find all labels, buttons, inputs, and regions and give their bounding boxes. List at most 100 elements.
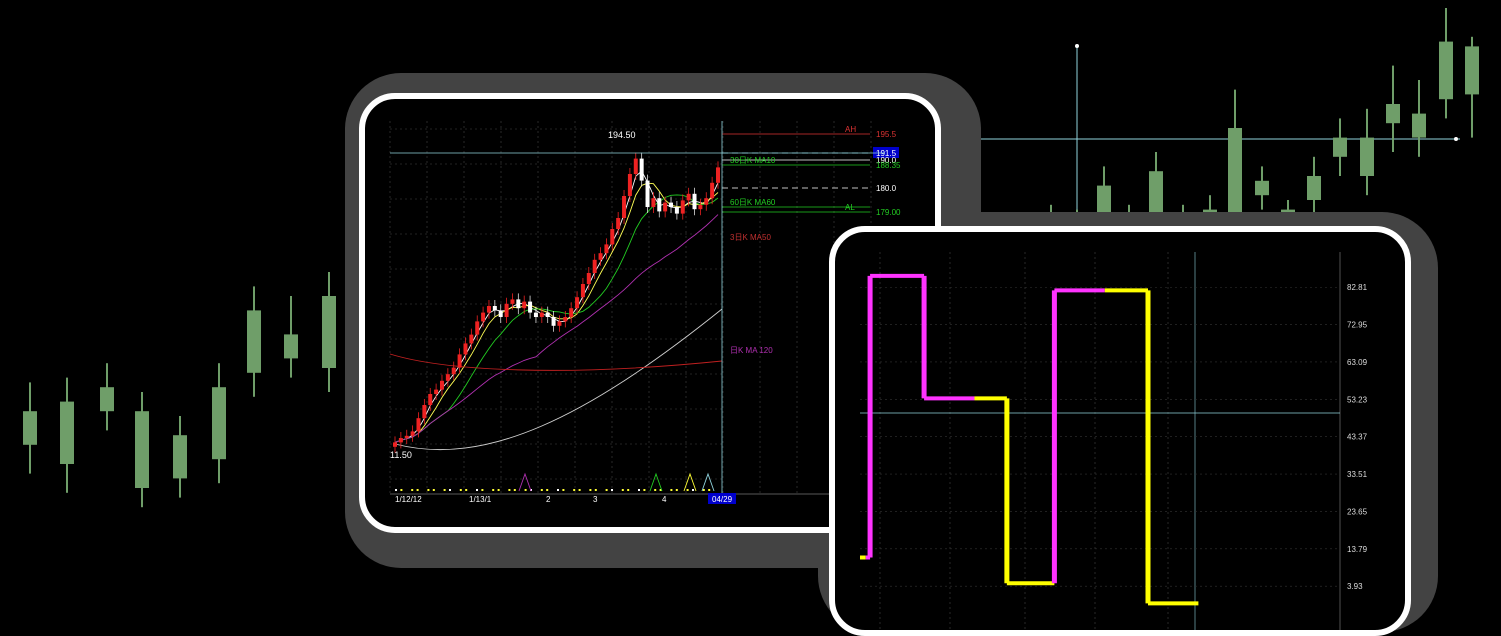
volume-dot <box>627 489 630 491</box>
price-candle-body <box>457 354 462 368</box>
ma-red-line <box>389 353 723 371</box>
price-candle-body <box>598 253 603 260</box>
price-candle-body <box>398 438 403 443</box>
price-level-value: 188.35 <box>876 161 901 170</box>
price-candle-body <box>445 374 450 381</box>
volume-dot <box>605 489 608 491</box>
price-candle-body <box>586 273 591 284</box>
volume-dot <box>578 489 581 491</box>
volume-spike <box>649 472 663 492</box>
volume-dot <box>708 489 711 491</box>
bg-candle-body <box>1386 104 1400 124</box>
bg-candle-body <box>1255 180 1269 196</box>
bg-candle-body <box>173 435 187 479</box>
price-candle-body <box>469 334 474 344</box>
ma-label-120: 日K MA 120 <box>730 346 773 355</box>
price-candle-body <box>674 207 679 214</box>
volume-dot <box>443 489 446 491</box>
price-x-tick-label: 4 <box>662 495 667 504</box>
price-candle-body <box>563 317 568 322</box>
volume-dot <box>540 489 543 491</box>
price-candle-body <box>651 198 656 207</box>
price-level-value: 190.0 <box>876 156 897 165</box>
price-candle-body <box>551 317 556 326</box>
bg-candle-body <box>1360 137 1374 176</box>
price-candle-body <box>545 312 550 317</box>
oscillator-grid <box>860 252 1341 630</box>
price-candle-body <box>716 167 720 183</box>
oscillator-y-tick-label: 72.95 <box>1347 321 1368 330</box>
price-candle-body <box>592 259 597 273</box>
price-candle-body <box>498 310 503 317</box>
price-candle-body <box>663 202 668 212</box>
volume-dot <box>670 489 673 491</box>
ma-5-line <box>394 182 719 443</box>
volume-dot <box>621 489 624 491</box>
oscillator-y-tick-label: 3.93 <box>1347 582 1363 591</box>
volume-dot <box>459 489 462 491</box>
volume-spike <box>518 472 532 492</box>
volume-dot <box>643 489 646 491</box>
bg-candle-body <box>247 310 261 373</box>
price-level-value: 180.0 <box>876 184 897 193</box>
price-candle-body <box>645 180 650 207</box>
volume-dot <box>465 489 468 491</box>
volume-dot <box>589 489 592 491</box>
oscillator-line <box>860 273 1199 606</box>
cursor-date-label: 04/29 <box>712 495 733 504</box>
ma-label-50: 3日K MA50 <box>730 233 771 242</box>
bg-candle-body <box>1412 113 1426 138</box>
ma-short-line <box>394 170 719 443</box>
volume-dot <box>638 489 640 491</box>
price-candle-body <box>481 312 486 322</box>
price-candle-body <box>510 299 515 304</box>
bg-candle-body <box>1465 46 1479 95</box>
price-candle-body <box>451 367 456 375</box>
volume-dot <box>416 489 419 491</box>
bg-candle-body <box>1228 128 1242 229</box>
price-candle-body <box>627 174 632 196</box>
price-x-tick-label: 1/12/12 <box>395 495 422 504</box>
bg-candle-body <box>100 387 114 412</box>
price-candle-body <box>610 229 615 245</box>
price-level-name: 30日K MA10 <box>730 156 776 165</box>
price-candle-body <box>580 284 585 298</box>
bg-crosshair-dot <box>1075 44 1079 48</box>
volume-dot <box>411 489 414 491</box>
price-candle-body <box>404 435 409 438</box>
bg-candle-body <box>322 296 336 368</box>
price-candle-body <box>528 301 533 313</box>
price-candle-body <box>710 182 715 199</box>
volume-dot <box>449 489 451 491</box>
price-candle-body <box>428 394 433 405</box>
volume-dot <box>675 489 678 491</box>
volume-dot <box>573 489 576 491</box>
price-candle-body <box>539 312 544 317</box>
ma-10-line <box>394 194 719 443</box>
price-x-tick-label: 2 <box>546 495 551 504</box>
oscillator-y-tick-label: 82.81 <box>1347 283 1368 292</box>
oscillator-panel[interactable]: 82.81 72.95 63.09 53.23 43.37 33.51 23.65 13.79… <box>829 226 1411 636</box>
bg-candle-body <box>212 387 226 460</box>
price-low-label: 11.50 <box>390 450 412 460</box>
oscillator-y-tick-label: 33.51 <box>1347 470 1368 479</box>
price-candle-body <box>393 442 397 447</box>
price-candle-body <box>475 321 480 335</box>
volume-dot <box>497 489 500 491</box>
bg-candle-body <box>1307 176 1321 200</box>
price-candle-body <box>516 299 521 309</box>
price-candle-body <box>616 218 621 229</box>
bg-candle-body <box>284 334 298 359</box>
volume-dot <box>476 489 478 491</box>
price-candle-body <box>639 158 644 181</box>
volume-dot <box>513 489 516 491</box>
oscillator-y-tick-label: 23.65 <box>1347 507 1368 516</box>
volume-dot <box>395 489 397 491</box>
price-candle-body <box>669 202 674 207</box>
price-x-tick-label: 1/13/1 <box>469 495 492 504</box>
oscillator-y-tick-label: 13.79 <box>1347 545 1368 554</box>
price-candle-body <box>704 198 709 205</box>
price-grid <box>389 121 872 495</box>
price-level-value: 179.00 <box>876 208 901 217</box>
